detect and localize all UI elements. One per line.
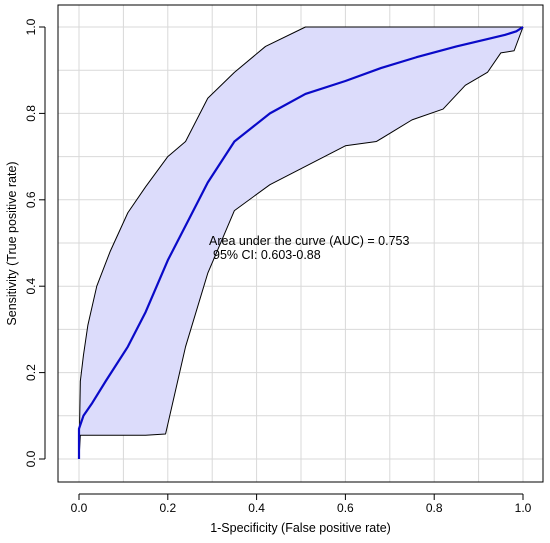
auc-annotation: Area under the curve (AUC) = 0.753 bbox=[209, 234, 409, 248]
plot-frame bbox=[57, 4, 544, 483]
x-tick-label: 1.0 bbox=[515, 501, 532, 515]
x-tick-label: 0.8 bbox=[426, 501, 443, 515]
ci-annotation: 95% CI: 0.603-0.88 bbox=[213, 248, 321, 262]
y-tick-label: 0.4 bbox=[24, 278, 38, 295]
confidence-band-layer bbox=[79, 27, 523, 459]
x-tick-label: 0.2 bbox=[159, 501, 176, 515]
axes: 0.0 0.2 0.4 0.6 0.8 1.0 0.0 0.2 0.4 0.6 0.8 1.0 bbox=[24, 4, 544, 515]
y-tick-label: 0.8 bbox=[24, 105, 38, 122]
ci-lower-line bbox=[78, 26, 524, 460]
y-tick-label: 0.0 bbox=[24, 450, 38, 467]
x-tick-label: 0.4 bbox=[248, 501, 265, 515]
curve-layer bbox=[77, 26, 524, 460]
x-axis-title: 1-Specificity (False positive rate) bbox=[210, 521, 391, 535]
labels: 1-Specificity (False positive rate) Sens… bbox=[5, 161, 409, 535]
y-tick-label: 0.2 bbox=[24, 364, 38, 381]
y-tick-label: 1.0 bbox=[24, 18, 38, 35]
y-tick-label: 0.6 bbox=[24, 191, 38, 208]
ci-upper-line bbox=[78, 26, 523, 460]
roc-curve-line bbox=[77, 26, 524, 459]
confidence-band bbox=[79, 27, 523, 459]
x-tick-label: 0.0 bbox=[71, 501, 88, 515]
x-tick-label: 0.6 bbox=[337, 501, 354, 515]
y-axis-title: Sensitivity (True positive rate) bbox=[5, 161, 19, 325]
